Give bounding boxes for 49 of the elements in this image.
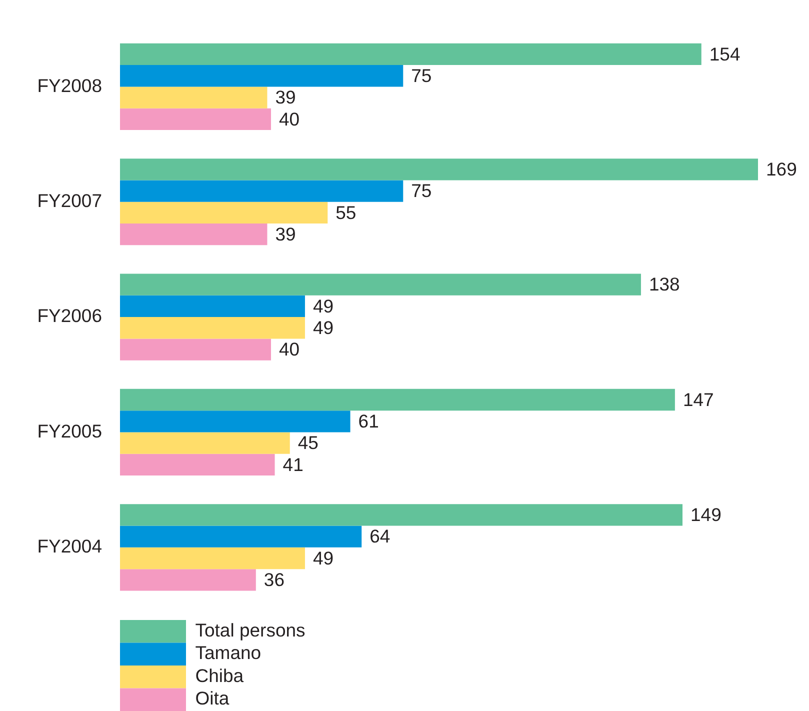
bar bbox=[120, 504, 682, 526]
bar bbox=[120, 454, 275, 476]
legend-label: Total persons bbox=[195, 619, 306, 640]
bar bbox=[120, 338, 272, 360]
data-label: 75 bbox=[411, 64, 432, 86]
y-tick-label: FY2005 bbox=[37, 420, 102, 442]
bar bbox=[120, 86, 268, 108]
y-tick-label: FY2006 bbox=[37, 305, 102, 326]
data-label: 147 bbox=[682, 388, 714, 410]
data-label: 169 bbox=[766, 158, 797, 180]
bar bbox=[120, 569, 256, 591]
data-label: 149 bbox=[690, 504, 722, 526]
data-label: 49 bbox=[312, 547, 334, 568]
bar bbox=[120, 202, 328, 224]
data-label: 40 bbox=[279, 338, 300, 360]
data-label: 45 bbox=[298, 432, 318, 454]
bar bbox=[120, 180, 404, 202]
bar bbox=[120, 108, 272, 130]
data-label: 36 bbox=[264, 568, 284, 590]
bar bbox=[120, 410, 350, 432]
legend-label: Tamano bbox=[195, 642, 262, 664]
bar bbox=[120, 274, 641, 296]
data-label: 39 bbox=[275, 223, 296, 244]
data-label: 154 bbox=[709, 43, 740, 64]
y-tick-label: FY2004 bbox=[37, 536, 102, 557]
y-tick-label: FY2008 bbox=[37, 74, 102, 96]
bar bbox=[120, 224, 268, 246]
bar bbox=[120, 432, 290, 454]
bar bbox=[120, 547, 305, 570]
data-label: 64 bbox=[370, 526, 390, 547]
bar bbox=[120, 317, 305, 339]
data-label: 61 bbox=[358, 410, 379, 432]
bar bbox=[120, 295, 305, 318]
data-label: 75 bbox=[411, 180, 432, 202]
data-label: 39 bbox=[275, 86, 296, 108]
bar bbox=[120, 65, 404, 87]
bar bbox=[120, 388, 675, 411]
legend-label: Oita bbox=[195, 688, 230, 709]
bar bbox=[120, 158, 758, 180]
data-label: 49 bbox=[312, 295, 334, 316]
data-label: 55 bbox=[336, 202, 356, 223]
data-label: 138 bbox=[648, 274, 680, 295]
y-tick-label: FY2007 bbox=[37, 190, 102, 211]
legend-label: Chiba bbox=[195, 664, 244, 686]
data-label: 49 bbox=[312, 316, 334, 338]
bar bbox=[120, 526, 362, 548]
bar bbox=[120, 43, 702, 66]
data-label: 40 bbox=[279, 108, 300, 130]
data-label: 41 bbox=[282, 454, 304, 475]
